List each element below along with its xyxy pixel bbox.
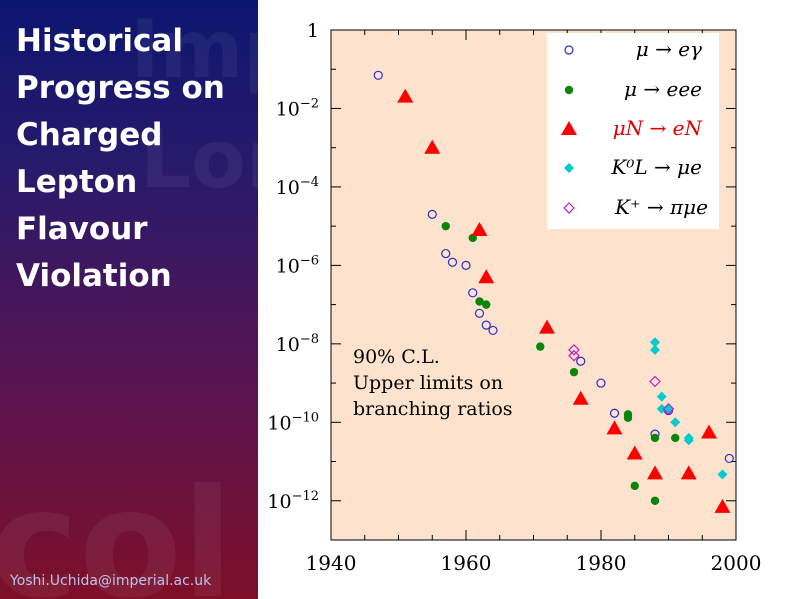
data-point bbox=[650, 433, 660, 443]
data-point bbox=[656, 391, 667, 402]
y-tick-label: 10−8 bbox=[276, 332, 319, 356]
legend: μ → eγ μ → eee μN → eN K⁰L → μe K⁺ → πμe bbox=[547, 33, 719, 229]
data-point bbox=[683, 435, 694, 446]
data-point bbox=[564, 85, 574, 95]
data-point bbox=[701, 424, 717, 439]
data-point bbox=[714, 498, 731, 513]
slide-title: Historical Progress on Charged Lepton Fl… bbox=[16, 23, 225, 294]
data-point bbox=[427, 209, 437, 219]
legend-label: μN → eN bbox=[613, 116, 704, 140]
data-point bbox=[656, 403, 667, 414]
annotation-line: 90% C.L. bbox=[353, 346, 440, 368]
data-point bbox=[649, 375, 661, 388]
y-tick-label: 10−4 bbox=[276, 175, 319, 199]
data-point bbox=[680, 465, 697, 480]
data-point bbox=[650, 337, 660, 348]
legend-label: K⁰L → μe bbox=[610, 155, 702, 179]
data-point bbox=[447, 257, 458, 267]
lfv-history-chart: 1 10−2 10−4 10−6 10−8 10−10 10−12 1940 1960 1980… bbox=[267, 20, 762, 575]
legend-box bbox=[547, 33, 719, 229]
data-point bbox=[441, 221, 450, 231]
data-point bbox=[461, 260, 471, 270]
data-point bbox=[564, 45, 574, 55]
data-point bbox=[468, 288, 478, 298]
data-point bbox=[441, 248, 451, 259]
data-point bbox=[475, 297, 484, 306]
data-point bbox=[606, 420, 623, 435]
data-point bbox=[561, 121, 577, 135]
data-point bbox=[623, 413, 633, 423]
data-point bbox=[650, 496, 660, 505]
footer-email: Yoshi.Uchida@imperial.ac.uk bbox=[10, 573, 212, 589]
legend-label: μ → eee bbox=[624, 77, 702, 101]
y-tick-label: 10−12 bbox=[267, 489, 319, 513]
data-point bbox=[626, 445, 643, 460]
data-point bbox=[670, 417, 681, 428]
data-point bbox=[474, 308, 485, 318]
data-point bbox=[397, 88, 414, 103]
y-tick-label: 10−10 bbox=[267, 410, 319, 434]
data-point bbox=[572, 390, 589, 405]
data-point bbox=[662, 403, 675, 415]
data-point bbox=[471, 221, 488, 236]
data-point bbox=[724, 453, 734, 464]
data-point bbox=[488, 325, 498, 336]
data-point bbox=[609, 408, 620, 418]
data-point bbox=[717, 469, 728, 480]
y-tick-label: 10−6 bbox=[276, 253, 319, 277]
data-marks bbox=[373, 70, 734, 513]
data-point bbox=[564, 163, 574, 173]
legend-label: K⁺ → πμe bbox=[614, 195, 708, 219]
data-point bbox=[650, 344, 660, 355]
data-point bbox=[630, 481, 639, 491]
data-point bbox=[596, 378, 606, 388]
data-point bbox=[569, 367, 579, 377]
data-point bbox=[424, 139, 441, 154]
data-point bbox=[671, 433, 680, 443]
side-panel: Impe Lond col Historical Progress on Cha… bbox=[0, 0, 258, 599]
watermark-text: col bbox=[0, 458, 234, 599]
watermark-text: Impe bbox=[130, 3, 258, 96]
x-tick-label: 1960 bbox=[441, 551, 492, 575]
annotation: 90% C.L. Upper limits on branching ratio… bbox=[353, 346, 513, 420]
data-point bbox=[568, 349, 580, 362]
legend-label: μ → eγ bbox=[636, 37, 702, 61]
x-tick-label: 1980 bbox=[576, 551, 627, 575]
data-point bbox=[647, 465, 663, 480]
y-tick-label: 10−2 bbox=[276, 96, 319, 120]
data-point bbox=[576, 356, 586, 366]
x-tick-label: 1940 bbox=[306, 551, 357, 575]
data-point bbox=[478, 269, 495, 284]
data-point bbox=[373, 70, 383, 80]
y-tick-labels: 1 10−2 10−4 10−6 10−8 10−10 10−12 bbox=[267, 20, 319, 513]
watermark-text: Lond bbox=[140, 113, 258, 206]
data-point bbox=[481, 320, 491, 330]
y-tick-label: 1 bbox=[307, 20, 319, 42]
data-point bbox=[568, 344, 580, 356]
data-point bbox=[536, 342, 545, 351]
data-point bbox=[563, 202, 575, 214]
legend-markers bbox=[561, 45, 577, 214]
x-tick-label: 2000 bbox=[711, 551, 762, 575]
annotation-line: Upper limits on bbox=[353, 372, 503, 394]
data-point bbox=[539, 319, 555, 334]
axis-ticks bbox=[330, 29, 737, 541]
data-point bbox=[482, 300, 491, 309]
annotation-line: branching ratios bbox=[353, 398, 513, 420]
x-tick-labels: 1940 1960 1980 2000 bbox=[306, 551, 762, 575]
